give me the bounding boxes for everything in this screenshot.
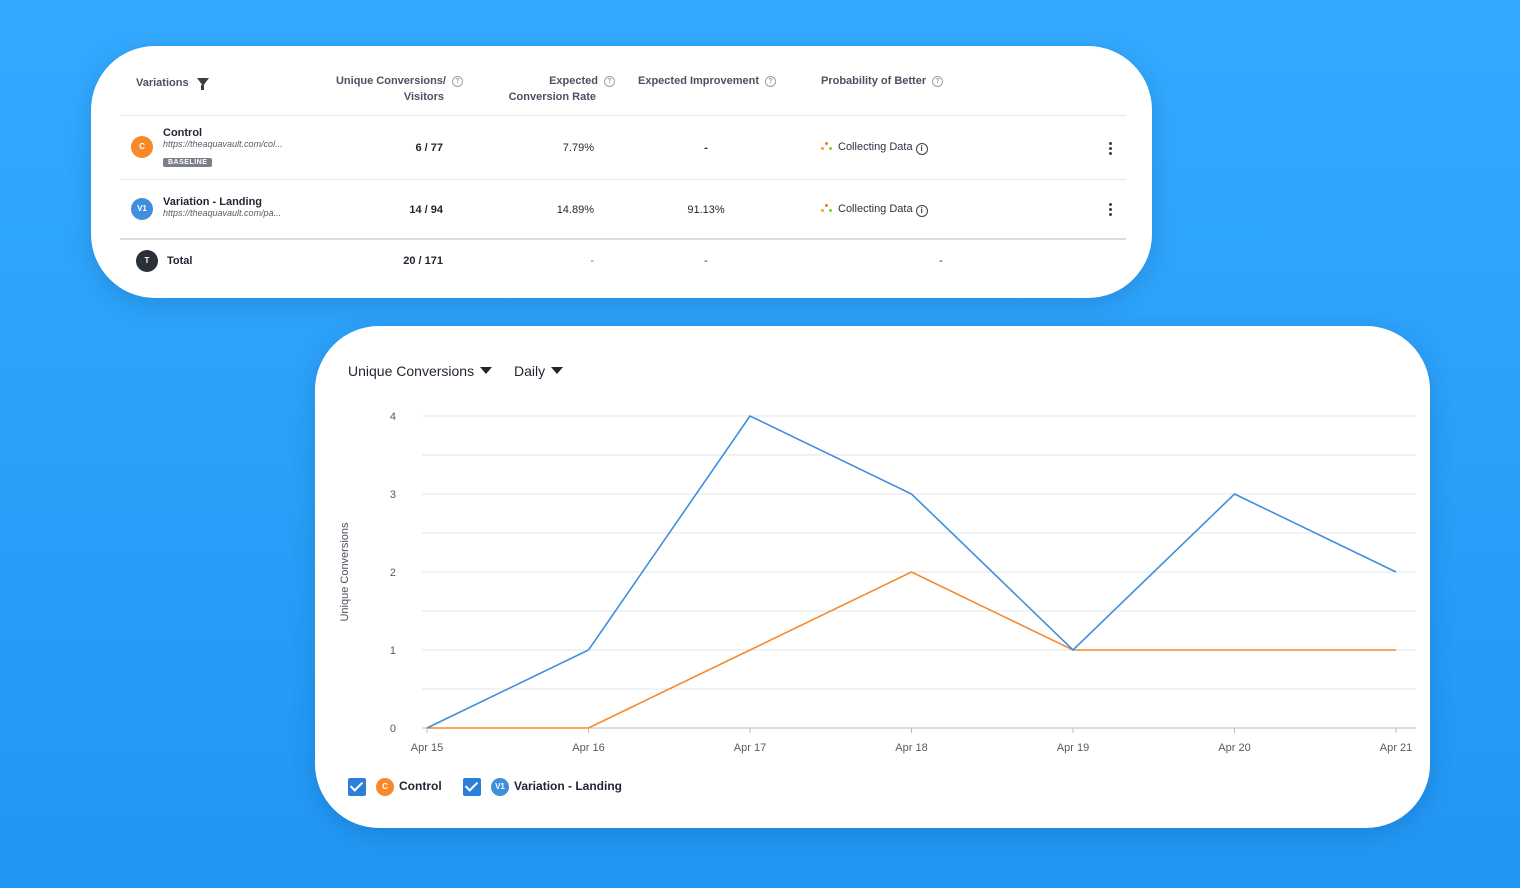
divider	[120, 115, 1126, 116]
header-improvement-label: Expected Improvement	[638, 75, 760, 87]
control-probability: Collecting Data i	[821, 140, 928, 155]
period-dropdown-label: Daily	[514, 363, 546, 379]
row-menu-icon[interactable]	[1109, 203, 1112, 218]
baseline-tag: BASELINE	[163, 158, 213, 167]
checkbox-control[interactable]	[348, 777, 366, 796]
total-divider	[120, 238, 1126, 240]
filter-icon[interactable]	[196, 78, 209, 90]
header-expected-improvement[interactable]: Expected Improvement?	[638, 73, 777, 89]
legend-item-control[interactable]: C Control	[348, 776, 442, 796]
x-tick-label: Apr 20	[1218, 742, 1250, 754]
header-conversions-line1: Unique Conversions/	[335, 75, 446, 87]
series-line-control	[427, 571, 1396, 729]
row-menu-icon[interactable]	[1109, 142, 1112, 157]
legend-badge-variation: V1	[491, 777, 509, 796]
variation-url[interactable]: https://theaquavault.com/pa...	[163, 208, 282, 218]
variation-url[interactable]: https://theaquavault.com/col...	[163, 139, 283, 149]
series-line-variation	[426, 414, 1397, 729]
y-tick-label: 3	[390, 489, 396, 501]
control-badge: C	[131, 136, 153, 158]
variation-conversions: 14 / 94	[409, 204, 443, 216]
x-tick-label: Apr 18	[895, 742, 927, 754]
divider	[120, 179, 1126, 180]
x-tick-label: Apr 16	[572, 742, 604, 754]
legend-label-control: Control	[399, 779, 442, 793]
x-tick-label: Apr 15	[411, 742, 443, 754]
sparkle-icon	[821, 203, 833, 213]
variation-probability: Collecting Data i	[821, 202, 928, 217]
checkbox-variation[interactable]	[463, 777, 481, 796]
period-dropdown[interactable]: Daily	[514, 362, 564, 380]
total-conversion-rate: -	[590, 255, 594, 267]
caret-down-icon	[480, 367, 493, 374]
y-tick-label: 2	[390, 567, 396, 579]
table-row-variation[interactable]: Variation - Landing https://theaquavault…	[163, 196, 281, 218]
header-rate-line2: Conversion Rate	[508, 91, 596, 103]
control-improvement: -	[704, 142, 708, 154]
control-conversion-rate: 7.79%	[562, 142, 594, 154]
total-improvement: -	[704, 255, 708, 267]
probability-label: Collecting Data	[838, 141, 913, 153]
total-probability: -	[939, 255, 943, 267]
total-badge: T	[136, 250, 158, 272]
caret-down-icon	[551, 367, 564, 374]
variation-improvement: 91.13%	[687, 204, 725, 216]
header-variations[interactable]: Variations	[136, 75, 209, 91]
legend-label-variation: Variation - Landing	[514, 779, 623, 793]
help-icon[interactable]: ?	[765, 76, 777, 87]
x-tick-label: Apr 21	[1380, 742, 1412, 754]
sparkle-icon	[821, 141, 833, 151]
info-icon[interactable]: i	[915, 205, 928, 217]
probability-label: Collecting Data	[838, 203, 913, 215]
control-conversions: 6 / 77	[415, 142, 443, 154]
help-icon[interactable]: ?	[932, 76, 944, 87]
y-tick-label: 0	[390, 723, 396, 735]
y-axis-label: Unique Conversions	[339, 522, 351, 622]
header-conversions[interactable]: Unique Conversions/? Visitors	[303, 73, 463, 105]
metric-dropdown-label: Unique Conversions	[348, 363, 475, 379]
x-tick-label: Apr 17	[734, 742, 766, 754]
total-label: Total	[167, 255, 193, 267]
table-row-control[interactable]: Control https://theaquavault.com/col... …	[163, 127, 283, 169]
info-icon[interactable]: i	[915, 143, 928, 155]
total-conversions: 20 / 171	[403, 255, 443, 267]
variation-name[interactable]: Variation - Landing	[163, 196, 263, 208]
line-chart: 0 1 2 3 4 Apr 15 Apr 16 Apr 17 Apr 18 Apr 19 Apr 2…	[339, 411, 1416, 754]
chart-card: Unique Conversions Daily 0 1 2 3 4 Apr 15 Apr …	[315, 326, 1430, 828]
variation-conversion-rate: 14.89%	[556, 204, 594, 216]
metric-dropdown[interactable]: Unique Conversions	[348, 362, 493, 380]
x-tick-label: Apr 19	[1057, 742, 1089, 754]
variation-name[interactable]: Control	[163, 127, 203, 139]
variation-badge: V1	[131, 198, 153, 220]
help-icon[interactable]: ?	[604, 76, 615, 87]
legend-badge-control: C	[376, 777, 394, 796]
header-rate-line1: Expected	[549, 75, 598, 87]
header-conversions-line2: Visitors	[403, 91, 444, 103]
y-tick-label: 4	[390, 411, 396, 423]
help-icon[interactable]: ?	[452, 76, 463, 87]
legend-item-variation[interactable]: V1 Variation - Landing	[463, 776, 622, 796]
header-variations-label: Variations	[136, 77, 189, 89]
header-probability-label: Probability of Better	[821, 75, 927, 87]
header-probability[interactable]: Probability of Better?	[821, 73, 944, 89]
variations-table-card: Variations Unique Conversions/? Visitors…	[91, 46, 1152, 298]
y-tick-label: 1	[390, 645, 396, 657]
header-conversion-rate[interactable]: Expected? Conversion Rate	[475, 73, 615, 105]
